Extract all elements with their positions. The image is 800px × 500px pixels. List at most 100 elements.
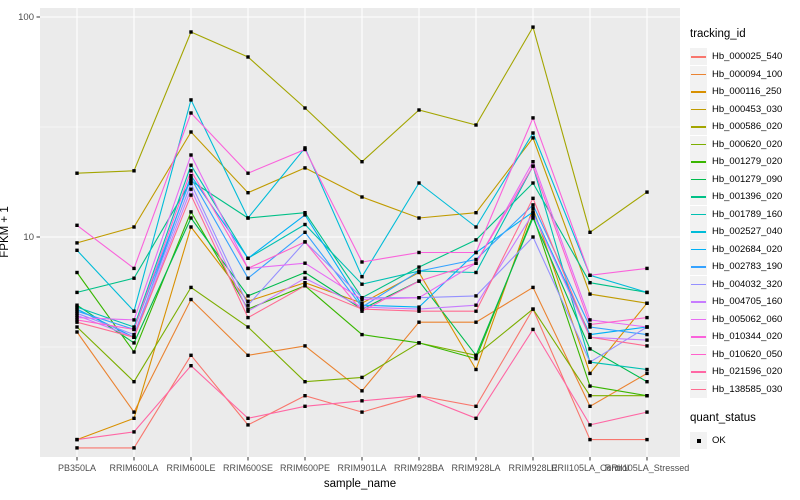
data-point — [588, 335, 592, 339]
data-point — [360, 375, 364, 380]
quant-status-title: quant_status — [690, 412, 756, 424]
data-point — [189, 174, 193, 178]
x-tick-label: RRII105LA_Control — [551, 463, 629, 473]
data-point — [360, 260, 364, 264]
data-point — [531, 136, 535, 140]
legend-key-line-icon — [690, 380, 707, 398]
legend-key-line-icon — [690, 328, 707, 346]
data-point — [189, 130, 193, 134]
data-point — [75, 311, 79, 315]
legend-item: Hb_021596_020 — [690, 363, 800, 381]
data-point — [360, 305, 364, 309]
legend-key-line-icon — [690, 275, 707, 293]
legend-item-label: Hb_010344_020 — [712, 331, 783, 343]
legend-color-line — [691, 196, 706, 198]
quant-status-legend: quant_status OK — [690, 412, 800, 450]
data-point — [246, 315, 250, 320]
legend-item-label: Hb_001279_090 — [712, 173, 783, 185]
data-point — [246, 55, 250, 59]
data-point — [189, 169, 193, 173]
data-point — [588, 292, 592, 296]
data-point — [645, 394, 649, 398]
data-point — [474, 367, 478, 372]
quant-status-items: OK — [690, 432, 800, 450]
legend-item-label: Hb_001789_160 — [712, 208, 783, 220]
legend-key-line-icon — [690, 223, 707, 241]
x-tick-label: RRIM928LA — [451, 463, 500, 473]
legend-item-label: Hb_000586_020 — [712, 121, 783, 133]
data-point — [417, 250, 421, 255]
data-point — [645, 332, 649, 337]
data-point — [132, 325, 136, 329]
data-point — [531, 160, 535, 164]
data-point — [474, 356, 478, 361]
data-point — [531, 196, 535, 200]
data-point — [189, 225, 193, 229]
data-point — [360, 282, 364, 286]
data-point — [531, 327, 535, 332]
data-point — [132, 318, 136, 322]
data-point — [360, 307, 364, 311]
data-point — [531, 131, 535, 135]
legend-item-label: Hb_010620_050 — [712, 348, 783, 360]
data-point — [417, 309, 421, 313]
data-point — [246, 266, 250, 271]
data-point — [132, 410, 136, 414]
data-point — [645, 410, 649, 414]
data-point — [75, 313, 79, 318]
data-point — [246, 256, 250, 260]
data-point — [531, 25, 535, 29]
legend-item-label: Hb_004705_160 — [712, 296, 783, 308]
legend-item-label: Hb_002527_040 — [712, 226, 783, 238]
data-point — [417, 279, 421, 283]
legend-color-line — [691, 336, 706, 338]
data-point — [474, 250, 478, 255]
data-point — [360, 296, 364, 300]
data-point — [417, 305, 421, 309]
data-point — [474, 257, 478, 262]
data-point — [588, 404, 592, 408]
data-point — [75, 223, 79, 227]
data-point — [246, 309, 250, 313]
data-point — [474, 353, 478, 357]
data-point — [246, 423, 250, 427]
legend-color-line — [691, 283, 706, 286]
data-point — [588, 394, 592, 398]
data-point — [645, 190, 649, 194]
quant-status-label: OK — [712, 435, 726, 447]
legend-item: Hb_005062_060 — [690, 310, 800, 329]
data-point — [75, 241, 79, 245]
data-point — [588, 423, 592, 427]
data-point — [132, 335, 136, 339]
data-point — [531, 164, 535, 168]
data-point — [531, 203, 535, 207]
x-tick-label: RRIM600LE — [166, 463, 215, 473]
data-point — [132, 225, 136, 229]
legend-item: Hb_010344_020 — [690, 328, 800, 346]
data-point — [645, 290, 649, 295]
data-point — [246, 276, 250, 280]
data-point — [417, 394, 421, 398]
legend-key-line-icon — [690, 188, 707, 206]
data-point — [645, 371, 649, 376]
data-point — [303, 270, 307, 275]
data-point — [189, 176, 193, 180]
legend-key-line-icon — [690, 363, 707, 381]
quant-status-item: OK — [690, 432, 800, 450]
data-point — [189, 364, 193, 368]
data-point — [645, 380, 649, 384]
legend-color-line — [691, 301, 706, 303]
data-point — [75, 307, 79, 311]
data-point — [303, 281, 307, 285]
data-point — [303, 284, 307, 288]
data-point — [645, 338, 649, 342]
data-point — [531, 206, 535, 210]
data-point — [417, 216, 421, 220]
data-point — [645, 367, 649, 372]
legend-item-label: Hb_002783_190 — [712, 261, 783, 273]
data-point — [246, 299, 250, 303]
data-point — [75, 318, 79, 322]
x-tick-label: RRIM928BA — [394, 463, 444, 473]
data-point — [474, 261, 478, 265]
data-point — [303, 213, 307, 217]
